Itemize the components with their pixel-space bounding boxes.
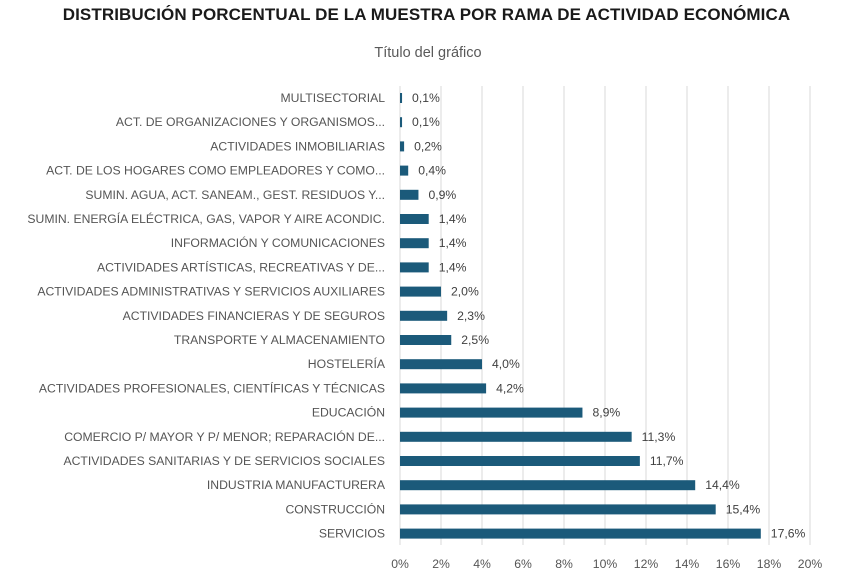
bar xyxy=(400,383,487,394)
bar xyxy=(400,165,409,176)
category-label: SUMIN. ENERGÍA ELÉCTRICA, GAS, VAPOR Y A… xyxy=(27,211,385,226)
category-label: HOSTELERÍA xyxy=(308,356,386,371)
bar xyxy=(400,359,482,370)
category-label: ACTIVIDADES ADMINISTRATIVAS Y SERVICIOS … xyxy=(37,285,385,299)
data-label: 0,1% xyxy=(412,115,440,129)
bar xyxy=(400,456,640,466)
bar xyxy=(400,335,452,345)
data-label: 0,4% xyxy=(418,164,446,178)
data-label: 15,4% xyxy=(726,502,761,516)
bar xyxy=(400,286,441,297)
data-label: 0,2% xyxy=(414,139,442,153)
bar xyxy=(400,480,696,491)
data-label: 11,3% xyxy=(642,430,676,444)
x-tick-label: 10% xyxy=(593,557,618,571)
bar xyxy=(400,214,429,224)
category-label: ACTIVIDADES INMOBILIARIAS xyxy=(210,139,385,153)
category-labels: MULTISECTORIAL ACT. DE ORGANIZACIONES Y O… xyxy=(27,91,385,541)
bar xyxy=(400,407,583,418)
data-label: 8,9% xyxy=(592,406,620,420)
category-label: ACTIVIDADES FINANCIERAS Y DE SEGUROS xyxy=(123,309,385,323)
data-label: 2,5% xyxy=(461,333,489,347)
bar xyxy=(400,310,448,321)
data-label: 14,4% xyxy=(705,478,740,492)
category-label: SUMIN. AGUA, ACT. SANEAM., GEST. RESIDUO… xyxy=(85,188,385,202)
x-tick-label: 8% xyxy=(555,557,573,571)
x-tick-label: 4% xyxy=(473,557,491,571)
bar xyxy=(400,431,632,442)
bar xyxy=(400,238,429,249)
x-tick-label: 20% xyxy=(798,557,823,571)
category-label: COMERCIO P/ MAYOR Y P/ MENOR; REPARACIÓN… xyxy=(64,429,385,444)
bar xyxy=(400,504,716,515)
bars xyxy=(400,93,761,539)
data-label: 0,9% xyxy=(428,188,456,202)
category-label: TRANSPORTE Y ALMACENAMIENTO xyxy=(174,333,385,347)
bar xyxy=(400,117,403,128)
data-label: 11,7% xyxy=(650,454,684,468)
value-labels: 0,1% 0,1% 0,2% 0,4% 0,9% 1,4% 1,4% 1,4% 2,0% 2,3%… xyxy=(412,91,805,541)
data-label: 4,0% xyxy=(492,357,520,371)
x-axis-ticks: 0% 2% 4% 6% 8% 10% 12% 14% 16% 18% 20% xyxy=(391,557,822,571)
bar xyxy=(400,93,403,103)
category-label: ACTIVIDADES SANITARIAS Y DE SERVICIOS SO… xyxy=(64,454,386,468)
bar xyxy=(400,141,405,152)
chart-title: Título del gráfico xyxy=(374,45,481,61)
category-label: CONSTRUCCIÓN xyxy=(285,501,385,516)
x-tick-label: 12% xyxy=(634,557,659,571)
x-tick-label: 16% xyxy=(716,557,741,571)
data-label: 2,3% xyxy=(457,309,485,323)
data-label: 17,6% xyxy=(771,527,806,541)
x-tick-label: 0% xyxy=(391,557,409,571)
x-tick-label: 14% xyxy=(675,557,700,571)
x-tick-label: 6% xyxy=(514,557,532,571)
bar xyxy=(400,189,419,200)
category-label: INFORMACIÓN Y COMUNICACIONES xyxy=(171,235,385,250)
x-tick-label: 2% xyxy=(432,557,450,571)
page-title: DISTRIBUCIÓN PORCENTUAL DE LA MUESTRA PO… xyxy=(62,5,791,24)
category-label: ACT. DE ORGANIZACIONES Y ORGANISMOS... xyxy=(116,115,385,129)
bar xyxy=(400,528,761,539)
bar xyxy=(400,262,429,273)
category-label: INDUSTRIA MANUFACTURERA xyxy=(207,478,386,492)
category-label: ACT. DE LOS HOGARES COMO EMPLEADORES Y C… xyxy=(46,164,385,178)
category-label: SERVICIOS xyxy=(319,527,385,541)
data-label: 1,4% xyxy=(439,260,467,274)
category-label: ACTIVIDADES ARTÍSTICAS, RECREATIVAS Y DE… xyxy=(97,259,385,274)
category-label: MULTISECTORIAL xyxy=(280,91,385,105)
data-label: 2,0% xyxy=(451,285,479,299)
data-label: 0,1% xyxy=(412,91,440,105)
category-label: EDUCACIÓN xyxy=(312,405,385,420)
x-tick-label: 18% xyxy=(757,557,782,571)
category-label: ACTIVIDADES PROFESIONALES, CIENTÍFICAS Y… xyxy=(39,380,385,395)
data-label: 4,2% xyxy=(496,381,524,395)
data-label: 1,4% xyxy=(439,236,467,250)
data-label: 1,4% xyxy=(439,212,467,226)
